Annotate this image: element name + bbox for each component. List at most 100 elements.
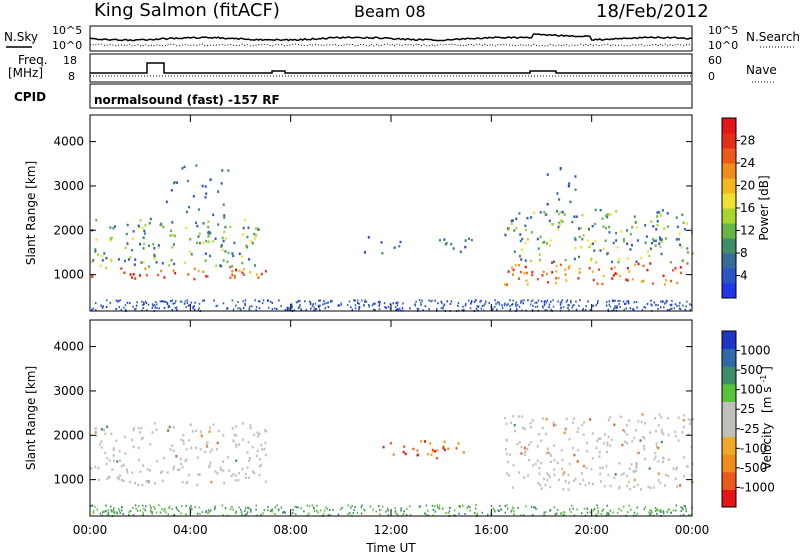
power-cell	[557, 276, 560, 280]
velocity-cell	[596, 504, 598, 507]
velocity-cell	[229, 508, 232, 511]
power-cell	[159, 222, 162, 225]
power-cell	[327, 301, 330, 304]
velocity-cell	[664, 473, 667, 477]
power-cell	[452, 247, 455, 250]
power-cell	[127, 258, 130, 261]
velocity-cell	[657, 509, 659, 512]
velocity-cell	[264, 441, 267, 445]
y-tick-label: 2000	[53, 428, 84, 442]
power-cell	[690, 304, 693, 307]
power-cell	[587, 239, 590, 243]
power-cell	[536, 305, 539, 308]
velocity-cell	[149, 442, 152, 446]
velocity-cell	[200, 434, 203, 437]
power-cell	[257, 228, 260, 232]
power-cell	[519, 233, 522, 236]
power-cell	[126, 301, 129, 304]
power-cell	[418, 299, 421, 302]
velocity-cell	[626, 441, 629, 445]
velocity-cell	[429, 442, 432, 445]
velocity-cell	[145, 479, 148, 483]
power-cell	[599, 208, 602, 212]
power-cell	[633, 215, 636, 218]
velocity-cell	[548, 475, 551, 479]
velocity-cell	[543, 511, 545, 514]
velocity-cell	[680, 510, 683, 513]
velocity-cell	[198, 473, 201, 476]
velocity-cell	[303, 510, 305, 513]
velocity-cell	[115, 511, 118, 514]
power-cell	[659, 238, 662, 241]
power-cell	[596, 282, 599, 286]
velocity-cell	[120, 509, 123, 512]
power-cell	[314, 308, 317, 311]
power-cell	[354, 299, 356, 302]
velocity-cell	[195, 429, 198, 433]
velocity-cell	[106, 456, 109, 460]
power-cell	[172, 269, 175, 272]
power-cell	[379, 300, 381, 303]
velocity-cell	[636, 512, 639, 515]
velocity-cell	[222, 514, 224, 517]
power-cell	[544, 309, 547, 312]
velocity-cell	[159, 511, 162, 514]
power-cell	[666, 308, 669, 311]
velocity-cell	[163, 509, 165, 512]
power-cell	[202, 222, 205, 225]
power-cell	[615, 306, 618, 309]
power-cell	[626, 300, 628, 303]
velocity-cell	[244, 507, 247, 510]
power-cell	[207, 230, 210, 234]
velocity-cell	[125, 468, 128, 472]
power-cell	[581, 213, 584, 217]
velocity-cell	[396, 512, 398, 515]
power-cell	[477, 306, 480, 309]
power-cell	[587, 226, 590, 230]
nave-tick-bottom: 0	[708, 70, 715, 83]
power-cell	[246, 235, 249, 239]
power-cell	[171, 308, 173, 311]
velocity-cell	[538, 432, 541, 436]
velocity-cell	[325, 506, 327, 509]
power-cell	[267, 306, 270, 309]
velocity-cell	[150, 509, 152, 512]
power-cell	[482, 309, 485, 312]
power-cell	[531, 273, 534, 277]
power-cell	[300, 308, 302, 311]
power-cell	[575, 300, 577, 303]
power-cell	[147, 303, 150, 306]
power-cell	[299, 304, 301, 307]
power-cell	[95, 309, 97, 312]
power-cell	[123, 271, 126, 275]
velocity-cell	[432, 508, 435, 511]
power-cell	[443, 238, 446, 241]
velocity-cell	[544, 483, 547, 487]
velocity-cell	[96, 508, 99, 511]
velocity-cell	[131, 471, 134, 474]
power-cell	[654, 239, 657, 243]
velocity-cell	[208, 430, 211, 433]
velocity-cell	[196, 512, 199, 515]
velocity-cell	[168, 507, 170, 510]
power-cell	[657, 308, 659, 311]
velocity-cell	[455, 447, 458, 450]
power-cell	[669, 260, 672, 264]
velocity-cell	[626, 511, 629, 514]
power-cell	[296, 301, 299, 304]
power-cell	[197, 269, 200, 273]
velocity-cell	[196, 456, 199, 459]
velocity-cell	[389, 442, 392, 445]
power-cell	[608, 303, 610, 306]
power-cell	[239, 307, 241, 310]
velocity-cell	[141, 436, 144, 440]
power-cell	[311, 304, 314, 307]
velocity-cell	[687, 433, 690, 436]
velocity-cell	[363, 508, 365, 511]
velocity-cell	[124, 452, 127, 455]
velocity-scatter-cells	[90, 413, 694, 518]
velocity-colorbar-unit-exp: -1	[759, 375, 768, 383]
velocity-cell	[167, 513, 170, 516]
